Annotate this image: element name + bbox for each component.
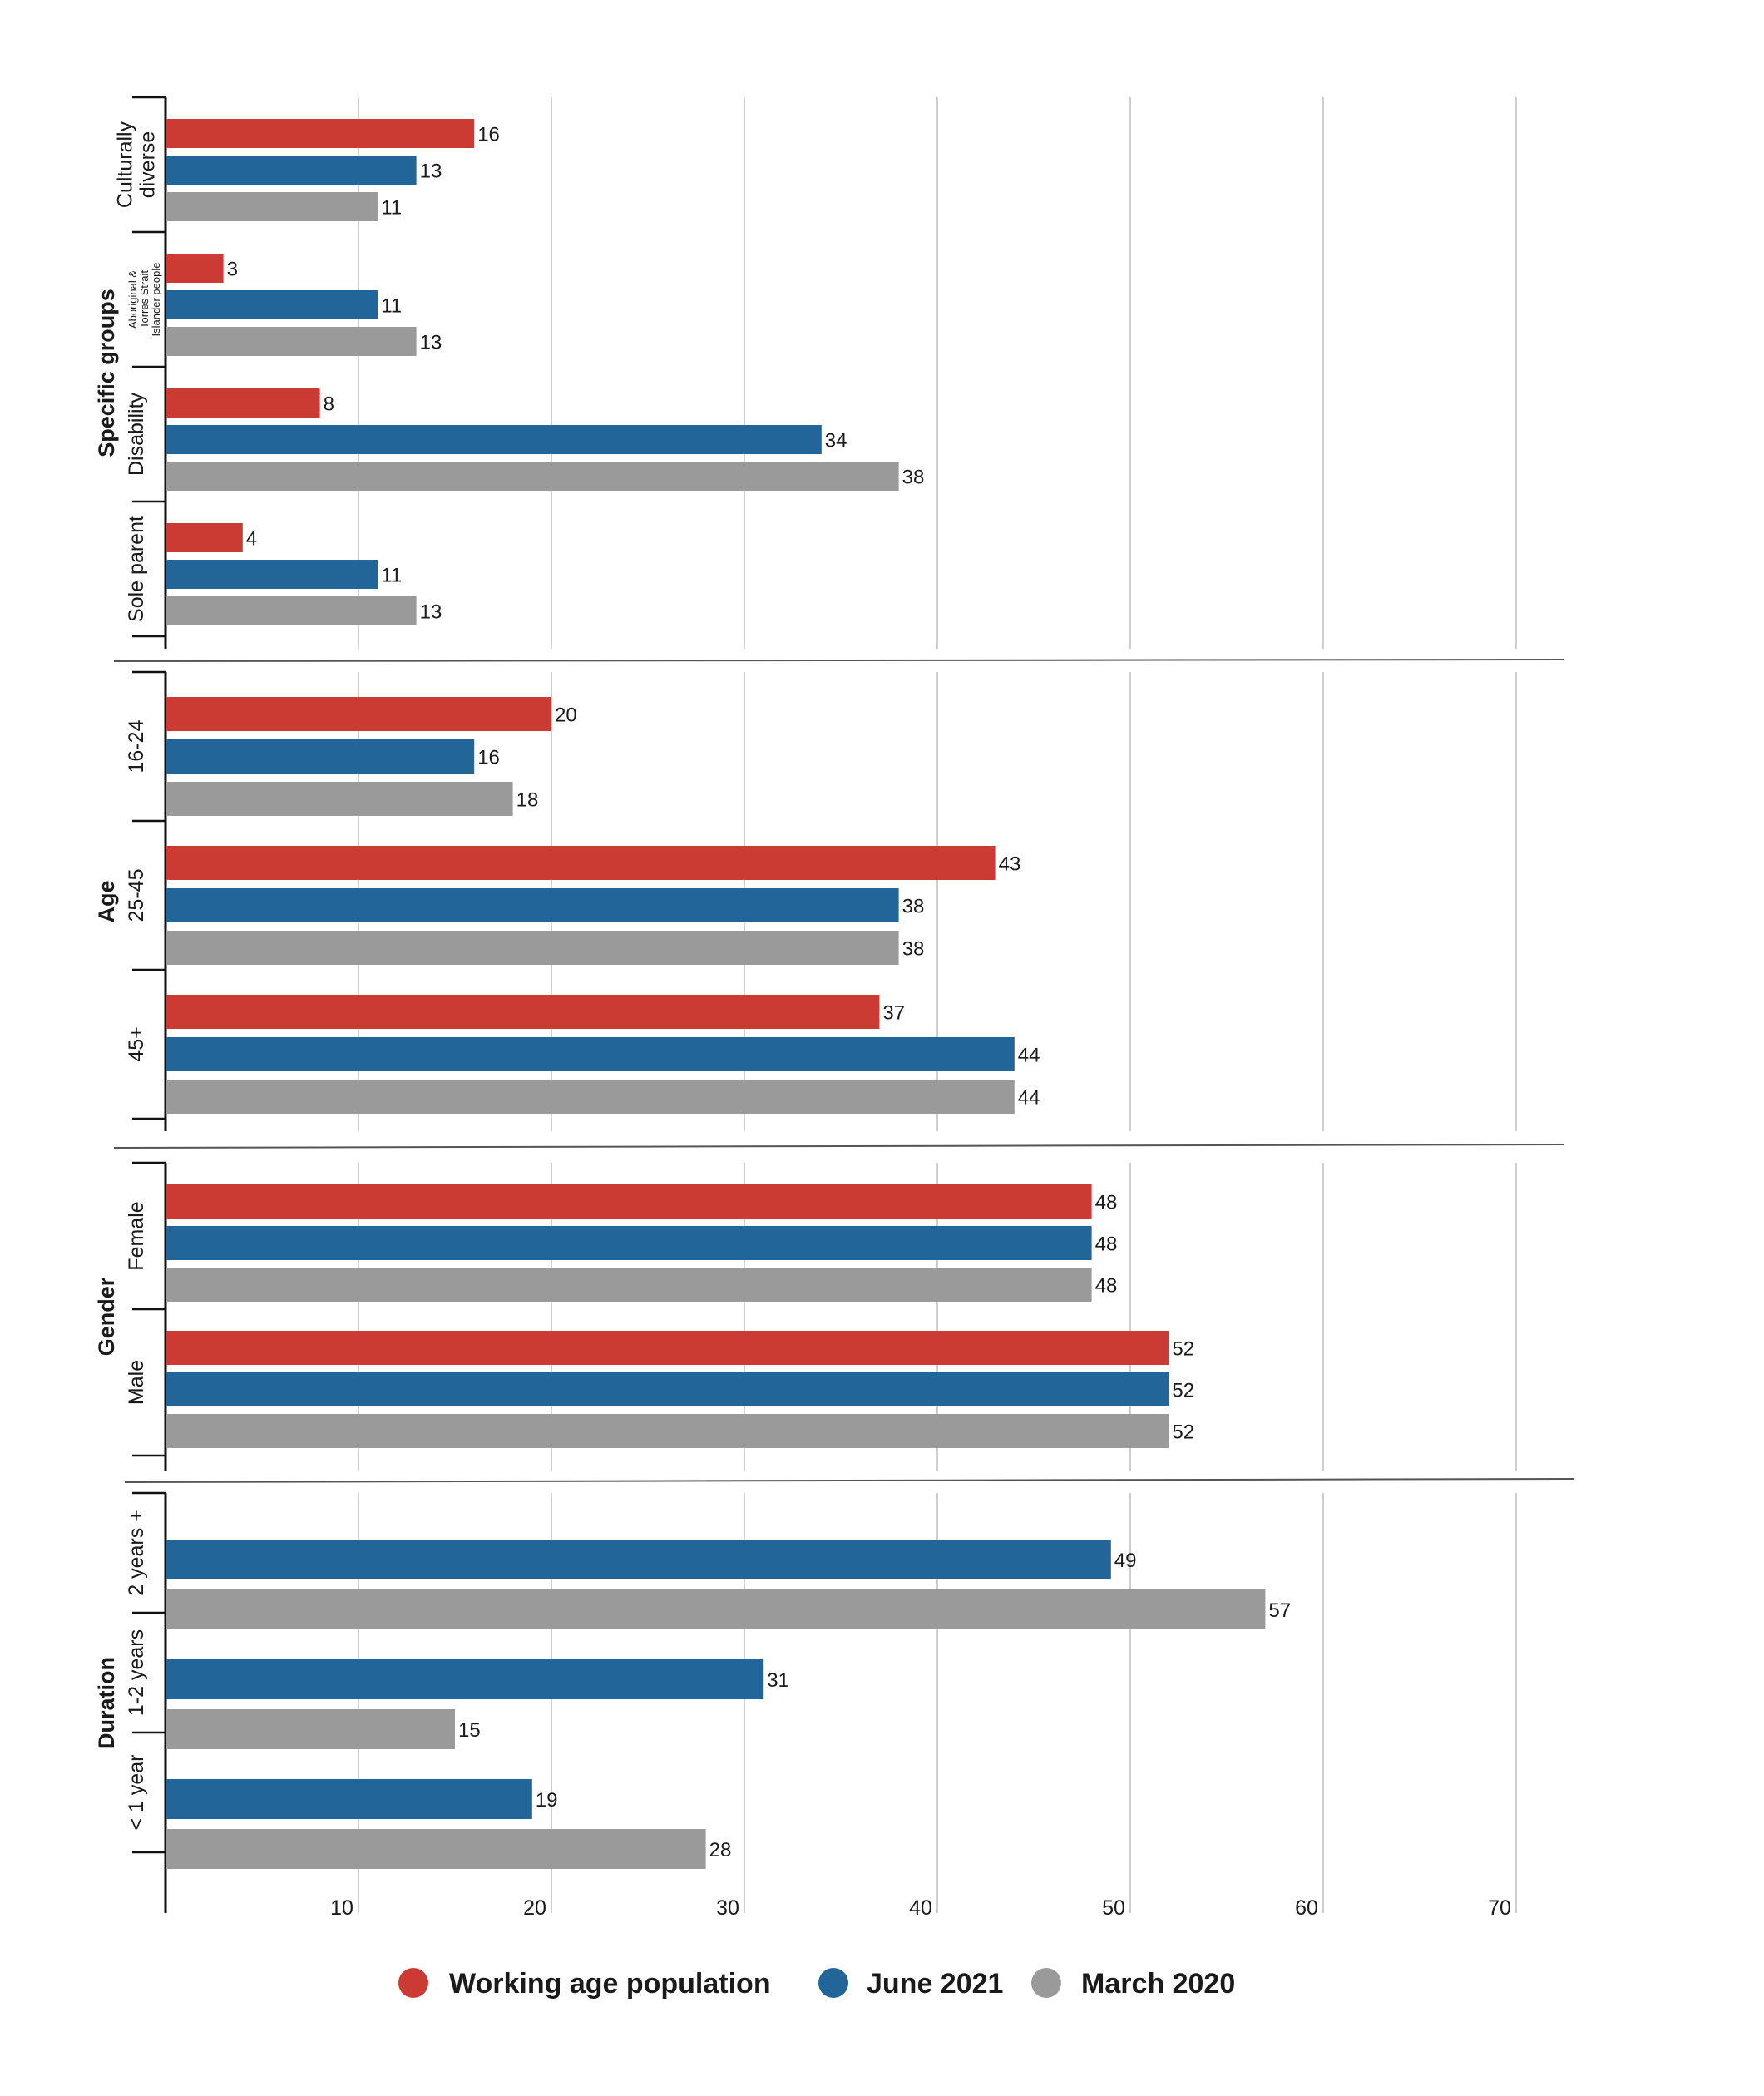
category-label: 1-2 years (125, 1629, 148, 1716)
bar-wap (166, 846, 996, 880)
bar-mar (166, 596, 417, 625)
bar-wap (166, 523, 243, 552)
value-label-wap: 3 (227, 259, 238, 281)
value-label-mar: 18 (516, 789, 539, 812)
value-label-mar: 38 (902, 467, 925, 489)
group-label: Gender (94, 1277, 119, 1356)
category-label: Aboriginal &Torres StraitIslander people (126, 263, 162, 337)
value-label-jun: 19 (536, 1789, 558, 1812)
bar-jun (166, 1659, 764, 1699)
value-label-jun: 13 (420, 161, 442, 183)
x-tick-label: 30 (716, 1896, 739, 1920)
x-tick-label: 10 (330, 1896, 353, 1920)
bar-wap (166, 697, 551, 731)
value-label-jun: 11 (381, 565, 402, 587)
legend-swatch-jun (818, 1968, 848, 1998)
category-label: 45+ (125, 1026, 148, 1061)
x-tick-label: 20 (523, 1896, 546, 1920)
bar-jun (166, 560, 378, 589)
value-label-jun: 16 (477, 747, 500, 769)
value-label-wap: 8 (324, 393, 334, 416)
bar-wap (166, 254, 224, 283)
bar-jun (166, 156, 417, 185)
category-label: Female (125, 1201, 148, 1270)
value-label-mar: 15 (458, 1719, 481, 1742)
bar-mar (166, 1589, 1266, 1629)
bar-mar (166, 1709, 455, 1749)
value-label-mar: 28 (709, 1839, 732, 1861)
bar-jun (166, 1226, 1092, 1260)
category-label: 25-45 (125, 869, 148, 922)
legend-label-mar: March 2020 (1081, 1968, 1235, 2000)
group-label: Age (94, 880, 119, 922)
legend-label-jun: June 2021 (867, 1968, 1003, 2000)
value-label-wap: 37 (882, 1002, 905, 1025)
value-label-jun: 34 (825, 430, 847, 452)
value-label-wap: 52 (1172, 1338, 1194, 1361)
value-label-mar: 38 (902, 938, 925, 961)
value-label-mar: 11 (381, 197, 402, 220)
value-label-jun: 31 (767, 1669, 789, 1692)
value-label-jun: 49 (1114, 1550, 1137, 1572)
section-separator (113, 659, 1564, 662)
bar-wap (166, 119, 475, 148)
bar-jun (166, 290, 378, 319)
x-tick-label: 50 (1102, 1896, 1125, 1920)
value-label-jun: 38 (902, 896, 925, 918)
section-separator (113, 1144, 1564, 1149)
value-label-wap: 4 (246, 528, 257, 551)
bar-wap (166, 995, 880, 1029)
value-label-mar: 44 (1018, 1087, 1040, 1110)
bar-mar (166, 1268, 1092, 1302)
category-label: 16-24 (125, 719, 148, 773)
category-label: 2 years + (125, 1510, 148, 1596)
x-tick-label: 60 (1295, 1896, 1318, 1920)
legend-label-wap: Working age population (449, 1968, 771, 2000)
value-label-mar: 13 (420, 332, 442, 354)
value-label-jun: 11 (381, 295, 402, 318)
bar-wap (166, 388, 320, 418)
legend-swatch-mar (1031, 1968, 1061, 1998)
value-label-wap: 20 (555, 704, 577, 727)
value-label-mar: 57 (1268, 1599, 1291, 1622)
bar-mar (166, 327, 417, 356)
value-label-jun: 48 (1095, 1233, 1118, 1256)
value-label-mar: 52 (1172, 1421, 1194, 1444)
bar-jun (166, 1540, 1111, 1579)
category-label: Culturallydiverse (114, 121, 160, 208)
bar-jun (166, 888, 899, 922)
bar-jun (166, 1372, 1169, 1406)
value-label-mar: 13 (420, 601, 442, 624)
bar-mar (166, 1080, 1015, 1114)
bar-mar (166, 931, 899, 965)
value-label-jun: 52 (1172, 1380, 1194, 1402)
bar-mar (166, 192, 378, 221)
section-separator (124, 1478, 1575, 1483)
value-label-wap: 43 (999, 853, 1021, 876)
value-label-wap: 48 (1095, 1192, 1118, 1214)
value-label-jun: 44 (1018, 1045, 1040, 1067)
category-label: < 1 year (125, 1754, 148, 1830)
group-label: Specific groups (94, 289, 119, 457)
bar-mar (166, 462, 899, 491)
bar-wap (166, 1184, 1092, 1219)
bar-mar (166, 1829, 706, 1869)
bar-wap (166, 1331, 1169, 1365)
bar-jun (166, 1779, 532, 1819)
x-tick-label: 70 (1488, 1896, 1511, 1920)
bar-jun (166, 425, 822, 454)
category-label: Sole parent (125, 516, 148, 622)
category-label: Disability (125, 392, 148, 476)
x-tick-label: 40 (909, 1896, 932, 1920)
category-label: Male (125, 1360, 148, 1405)
value-label-wap: 16 (477, 124, 500, 146)
bar-mar (166, 782, 513, 816)
group-label: Duration (94, 1657, 119, 1749)
bar-jun (166, 1037, 1015, 1071)
bar-jun (166, 739, 475, 774)
value-label-mar: 48 (1095, 1275, 1118, 1298)
legend-swatch-wap (398, 1968, 428, 1998)
bar-mar (166, 1414, 1169, 1448)
